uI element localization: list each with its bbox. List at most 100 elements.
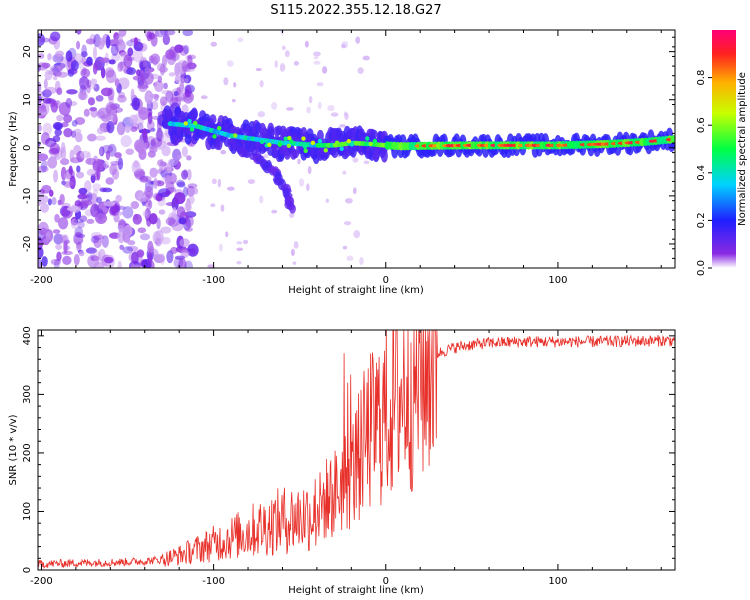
heatmap-noise-blob [325, 198, 330, 203]
heatmap-noise-blob [86, 85, 91, 94]
heatmap-noise-blob [39, 37, 51, 43]
heatmap-noise-blob [161, 90, 171, 95]
heatmap-noise-blob [139, 233, 151, 241]
heatmap-noise-blob [41, 256, 48, 267]
heatmap-noise-blob [54, 80, 61, 94]
heatmap-noise-blob [95, 212, 107, 224]
heatmap-noise-blob [344, 112, 349, 120]
heatmap-noise-blob [70, 130, 77, 138]
heatmap-noise-blob [297, 158, 301, 165]
heatmap-noise-blob [313, 60, 321, 65]
heatmap-noise-blob [130, 102, 140, 107]
heatmap-trace-spot [189, 127, 195, 132]
spectrogram-ytick-label: 20 [22, 45, 33, 58]
heatmap-noise-blob [83, 108, 90, 117]
heatmap-noise-blob [176, 181, 186, 188]
heatmap-trace-halo [316, 129, 324, 142]
heatmap-noise-blob [76, 165, 81, 173]
heatmap-noise-blob [185, 227, 193, 232]
heatmap-noise-blob [165, 217, 176, 226]
heatmap-noise-blob [177, 59, 188, 67]
heatmap-noise-blob [123, 54, 133, 68]
heatmap-noise-blob [41, 62, 51, 69]
heatmap-noise-blob [130, 262, 136, 268]
heatmap-noise-blob [118, 91, 126, 99]
heatmap-noise-blob [188, 195, 195, 204]
heatmap-noise-blob [136, 249, 145, 258]
heatmap-noise-blob [117, 225, 125, 230]
heatmap-noise-blob [344, 197, 353, 204]
heatmap-noise-blob [146, 31, 152, 42]
heatmap-noise-blob [290, 248, 295, 257]
heatmap-trace-spot [287, 135, 292, 141]
heatmap-noise-blob [78, 187, 88, 195]
heatmap-noise-blob [259, 195, 264, 204]
heatmap-noise-blob [220, 204, 225, 212]
heatmap-noise-blob [181, 60, 188, 72]
heatmap-noise-blob [159, 159, 165, 173]
heatmap-noise-blob [80, 68, 91, 78]
heatmap-trace-spot [286, 143, 292, 149]
heatmap-noise-blob [173, 91, 179, 97]
heatmap-trace-spot [183, 121, 188, 126]
heatmap-trace-spot [365, 136, 370, 141]
heatmap-noise-blob [190, 247, 196, 255]
heatmap-noise-blob [142, 128, 148, 142]
heatmap-noise-blob [126, 245, 139, 252]
heatmap-noise-blob [150, 34, 158, 47]
heatmap-noise-blob [167, 212, 178, 226]
heatmap-noise-blob [38, 33, 45, 47]
heatmap-noise-blob [63, 172, 72, 180]
heatmap-noise-blob [110, 104, 118, 111]
heatmap-trace-spot [334, 140, 340, 145]
heatmap-noise-blob [79, 215, 88, 222]
heatmap-noise-blob [220, 149, 227, 155]
heatmap-noise-blob [304, 40, 309, 48]
heatmap-noise-blob [44, 86, 57, 95]
heatmap-trace-spot [217, 126, 222, 131]
heatmap-noise-blob [161, 54, 168, 68]
heatmap-noise-blob [90, 203, 99, 218]
heatmap-noise-blob [137, 122, 144, 132]
heatmap-trace-spot [339, 146, 344, 152]
heatmap-noise-blob [69, 175, 76, 190]
heatmap-noise-blob [316, 82, 324, 87]
heatmap-noise-blob [242, 239, 249, 245]
heatmap-noise-blob [161, 145, 171, 157]
heatmap-noise-blob [47, 198, 52, 206]
heatmap-noise-blob [236, 247, 244, 252]
heatmap-noise-blob [357, 67, 364, 74]
heatmap-noise-blob [75, 233, 86, 238]
heatmap-noise-blob [90, 235, 100, 244]
heatmap-noise-blob [200, 95, 208, 100]
heatmap-noise-blob [63, 240, 68, 255]
heatmap-noise-blob [313, 51, 321, 57]
heatmap-noise-blob [73, 238, 84, 244]
heatmap-noise-blob [147, 111, 153, 125]
heatmap-noise-blob [166, 99, 172, 104]
heatmap-noise-blob [66, 89, 78, 95]
heatmap-noise-blob [308, 95, 313, 104]
spectrogram-ylabel: Frequency (Hz) [8, 111, 19, 187]
heatmap-noise-blob [87, 133, 97, 142]
heatmap-noise-blob [130, 265, 142, 268]
heatmap-noise-blob [65, 97, 73, 109]
spectrogram-ytick-label: 0 [22, 145, 33, 151]
heatmap-noise-blob [153, 253, 165, 263]
heatmap-noise-blob [42, 97, 52, 104]
heatmap-noise-blob [55, 243, 63, 251]
heatmap-noise-blob [158, 209, 166, 215]
heatmap-noise-blob [63, 114, 73, 123]
heatmap-noise-blob [89, 107, 97, 112]
heatmap-branch-blob [289, 204, 296, 214]
heatmap-noise-blob [159, 96, 168, 107]
heatmap-noise-blob [322, 66, 328, 74]
heatmap-noise-blob [289, 212, 295, 218]
heatmap-noise-blob [293, 241, 299, 249]
snr-plot-area [38, 330, 675, 569]
heatmap-noise-blob [125, 148, 135, 155]
heatmap-noise-blob [43, 78, 48, 90]
heatmap-noise-blob [211, 178, 217, 185]
heatmap-noise-blob [126, 67, 137, 76]
